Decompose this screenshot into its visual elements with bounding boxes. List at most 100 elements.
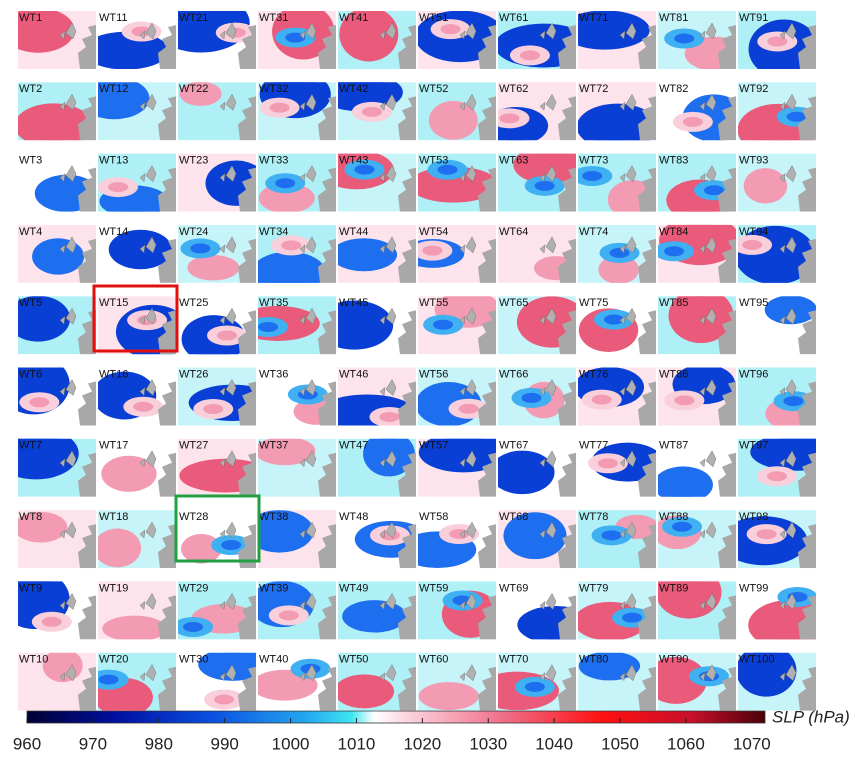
pressure-contour	[187, 255, 240, 281]
panel-label: WT87	[659, 440, 688, 452]
pressure-contour	[18, 11, 75, 53]
land	[139, 307, 157, 325]
land	[478, 595, 496, 640]
map-panel	[98, 510, 176, 569]
map-panel	[98, 652, 176, 711]
panel-label: WT77	[579, 440, 608, 452]
map-panel	[338, 367, 416, 426]
land	[299, 22, 317, 40]
colorbar-tick-label: 1040	[535, 734, 573, 753]
land	[798, 167, 816, 212]
land	[619, 93, 637, 111]
pressure-contour	[498, 450, 555, 495]
panel-label: WT12	[99, 83, 128, 95]
pressure-contour	[102, 615, 167, 640]
land	[539, 22, 557, 40]
map-panel	[738, 153, 816, 212]
land	[718, 381, 736, 426]
map-panel	[18, 438, 96, 497]
map-panel	[578, 296, 656, 355]
land	[459, 93, 477, 111]
panel-label: WT53	[419, 155, 448, 167]
map-panel	[658, 82, 736, 141]
map-panel	[498, 153, 576, 212]
pressure-contour	[418, 682, 479, 711]
map-panel	[98, 581, 176, 640]
pressure-contour	[422, 245, 443, 256]
land	[318, 167, 336, 212]
map-panel	[18, 652, 96, 711]
panel-label: WT74	[579, 226, 608, 238]
map-panel	[98, 224, 176, 283]
map-panel	[578, 438, 656, 497]
land	[478, 96, 496, 141]
land	[459, 450, 477, 468]
map-panel	[98, 438, 176, 497]
land	[779, 236, 797, 254]
land	[718, 238, 736, 283]
pressure-contour	[98, 31, 169, 69]
map-panel	[338, 224, 416, 283]
land	[219, 521, 237, 539]
land	[219, 236, 237, 254]
map-panel	[498, 224, 576, 283]
map-panel	[258, 438, 336, 497]
land	[798, 381, 816, 426]
map-panel	[258, 510, 336, 569]
panel-label: WT35	[259, 297, 288, 309]
pressure-contour	[379, 411, 400, 422]
panel-label: WT100	[739, 654, 774, 666]
map-panel	[18, 510, 96, 569]
pressure-contour	[361, 106, 382, 117]
panel-label: WT72	[579, 83, 608, 95]
panel-label: WT91	[739, 12, 768, 24]
land	[219, 450, 237, 468]
panel-label: WT31	[259, 12, 288, 24]
map-panel	[658, 652, 736, 711]
land	[558, 381, 576, 426]
land	[139, 450, 157, 468]
land	[59, 450, 77, 468]
pressure-contour	[513, 153, 576, 185]
land	[318, 452, 336, 497]
land	[779, 521, 797, 539]
land	[478, 167, 496, 212]
map-panel	[418, 153, 496, 212]
map-panel	[338, 153, 416, 212]
land	[699, 236, 717, 254]
land	[478, 238, 496, 283]
map-panel	[338, 510, 416, 569]
pressure-contour	[428, 100, 478, 140]
land	[718, 666, 736, 711]
land	[779, 93, 797, 111]
pressure-contour	[338, 300, 394, 350]
map-panel	[738, 367, 816, 426]
land	[459, 664, 477, 682]
pressure-contour	[221, 540, 242, 551]
land	[718, 524, 736, 569]
map-panel	[418, 581, 496, 640]
panel-label: WT75	[579, 297, 608, 309]
land	[638, 25, 656, 69]
map-panel	[498, 367, 576, 426]
colorbar-tick-label: 1030	[469, 734, 507, 753]
pressure-contour	[205, 160, 256, 206]
panel-label: WT14	[99, 226, 128, 238]
land	[638, 96, 656, 141]
panel-label: WT45	[339, 297, 368, 309]
map-panel	[178, 224, 256, 283]
land	[459, 379, 477, 396]
land	[78, 666, 96, 711]
pressure-contour	[18, 103, 93, 141]
land	[219, 664, 237, 682]
map-panel	[338, 296, 416, 355]
panel-label: WT61	[499, 12, 528, 24]
map-panel	[258, 652, 336, 711]
map-panel	[738, 224, 816, 283]
land	[638, 381, 656, 426]
panel-label: WT60	[419, 654, 448, 666]
land	[398, 238, 416, 283]
map-panel	[498, 510, 576, 569]
map-panel	[18, 224, 96, 283]
panel-label: WT55	[419, 297, 448, 309]
